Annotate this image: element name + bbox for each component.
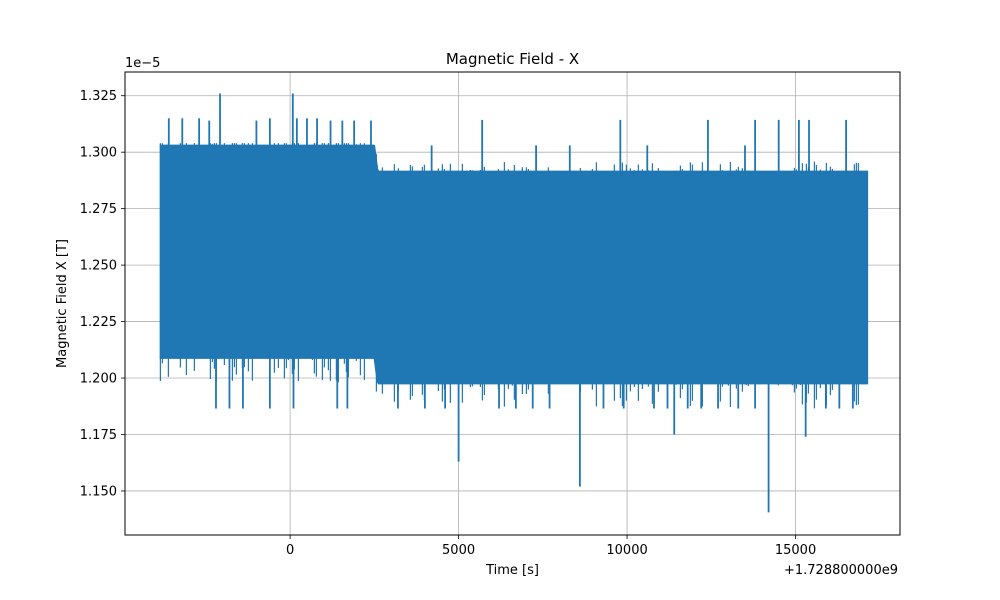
x-tick-label: 0 — [286, 543, 294, 558]
x-axis-offset-text: +1.728800000e9 — [784, 563, 898, 578]
y-tick-label: 1.275 — [80, 202, 117, 217]
x-tick-label: 10000 — [606, 543, 647, 558]
ticks: 0 5000 10000 15000 1.150 1.175 1.200 1.225 1.250… — [80, 89, 816, 558]
y-tick-label: 1.175 — [80, 428, 117, 443]
y-tick-label: 1.150 — [80, 484, 117, 499]
y-tick-label: 1.225 — [80, 315, 117, 330]
x-tick-label: 5000 — [442, 543, 475, 558]
series-texture — [159, 143, 859, 409]
y-axis-label: Magnetic Field X [T] — [55, 239, 70, 368]
series-band — [159, 144, 869, 385]
series-line — [159, 93, 869, 513]
chart-title: Magnetic Field - X — [446, 50, 579, 68]
y-axis-scale-text: 1e−5 — [125, 56, 160, 71]
x-tick-label: 15000 — [775, 543, 816, 558]
y-tick-label: 1.250 — [80, 259, 117, 274]
y-tick-label: 1.200 — [80, 372, 117, 387]
y-tick-label: 1.325 — [80, 89, 117, 104]
plot-frame — [124, 71, 901, 536]
y-tick-label: 1.300 — [80, 146, 117, 161]
x-axis-label: Time [s] — [485, 563, 539, 578]
